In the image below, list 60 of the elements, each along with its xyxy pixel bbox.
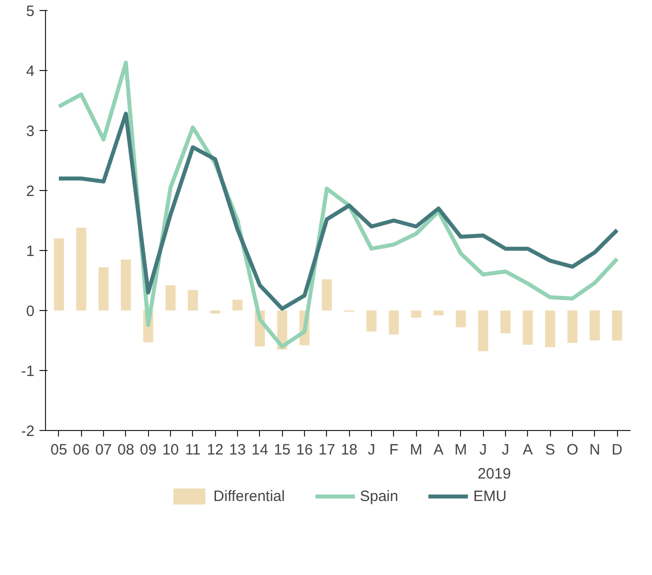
y-tick-label: -2: [21, 423, 35, 440]
x-tick-label: 05: [50, 442, 68, 458]
x-tick-label: 14: [252, 442, 268, 458]
bar: [210, 310, 220, 314]
y-tick-label: 1: [26, 243, 34, 260]
x-tick-label: 10: [162, 442, 179, 458]
legend-label: Differential: [213, 488, 285, 504]
bar: [456, 310, 466, 328]
x-tick-label: 15: [274, 442, 291, 458]
x-tick-label: M: [454, 442, 468, 458]
bar: [166, 285, 176, 310]
x-tick-label: 06: [72, 442, 90, 458]
y-tick-label: -1: [21, 363, 35, 380]
y-tick-label: 4: [26, 63, 34, 80]
legend-label: EMU: [473, 488, 507, 504]
text: 2019: [478, 466, 511, 482]
bar: [612, 310, 622, 340]
x-tick-label: A: [433, 442, 444, 458]
x-tick-label: J: [479, 442, 487, 458]
bar: [567, 310, 578, 343]
bar: [590, 310, 600, 340]
bar: [411, 310, 422, 318]
bar: [322, 279, 332, 310]
x-tick-label: O: [566, 442, 578, 458]
x-tick-label: 16: [296, 442, 313, 458]
bar: [232, 300, 243, 310]
bar: [545, 310, 556, 348]
x-tick-label: 07: [95, 442, 112, 458]
x-tick-label: N: [589, 442, 600, 458]
line-series: [56, 112, 620, 311]
x-tick-label: 08: [118, 442, 134, 458]
x-tick-label: 17: [318, 442, 336, 458]
x-tick-label: 11: [185, 442, 201, 458]
bar: [54, 238, 64, 310]
x-tick-label: J: [502, 442, 510, 458]
x-tick-label: J: [368, 442, 376, 458]
bar: [522, 310, 533, 345]
x-tick-label: 12: [206, 442, 224, 458]
x-tick-label: 09: [140, 442, 157, 458]
y-tick-label: 2: [26, 183, 34, 200]
y-tick-label: 3: [26, 123, 34, 140]
x-tick-label: F: [389, 442, 398, 458]
x-tick-label: 13: [229, 442, 246, 458]
bar: [98, 267, 109, 310]
x-tick-label: 18: [340, 442, 358, 458]
bar: [388, 310, 399, 334]
legend-label: Spain: [360, 488, 398, 504]
y-tick-label: 0: [26, 303, 34, 320]
bar: [478, 310, 488, 352]
bar: [366, 310, 377, 332]
bar: [120, 260, 131, 310]
bar: [433, 310, 444, 316]
y-tick-label: 5: [26, 3, 34, 20]
bar: [188, 290, 198, 310]
bar: [500, 310, 510, 334]
bar: [76, 228, 86, 310]
x-tick-label: M: [410, 442, 422, 458]
x-tick-label: S: [545, 442, 556, 458]
x-tick-label: A: [522, 442, 533, 458]
x-tick-label: D: [612, 442, 623, 458]
